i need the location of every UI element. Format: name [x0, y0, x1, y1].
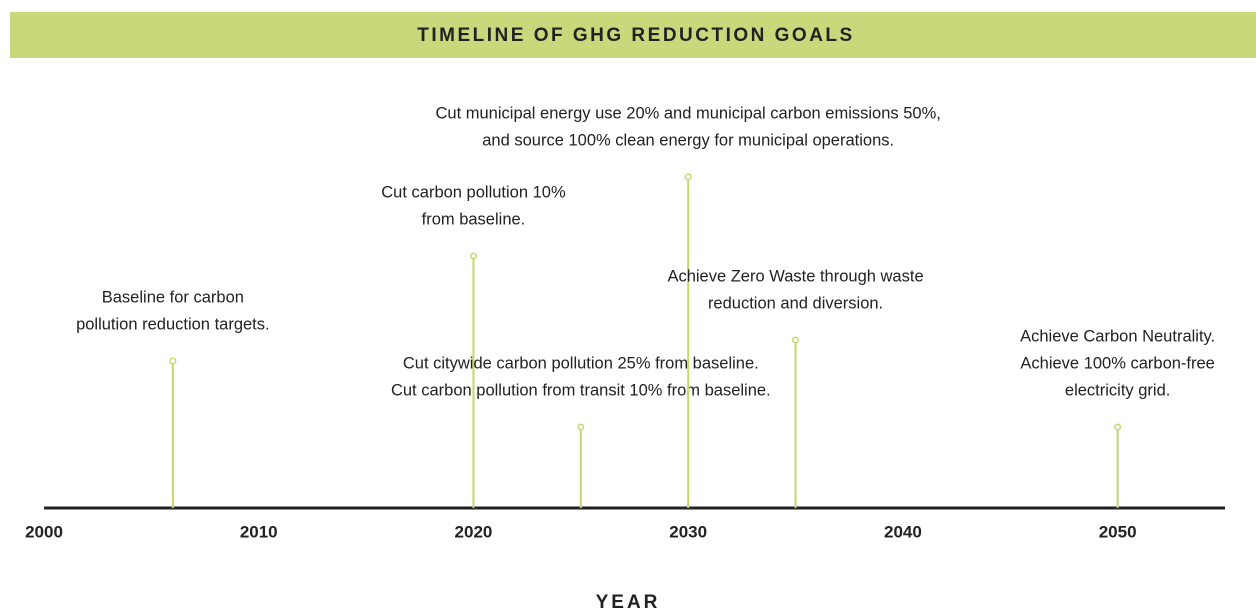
x-axis-label: YEAR [596, 592, 661, 612]
event-label: Cut citywide carbon pollution 25% from b… [403, 354, 759, 372]
stem-dot [1114, 423, 1122, 431]
event-label: Cut carbon pollution 10% [381, 183, 566, 201]
event-label: Achieve Zero Waste through waste [667, 267, 923, 285]
event-label: Cut carbon pollution from transit 10% fr… [391, 381, 771, 399]
event-label: electricity grid. [1065, 381, 1170, 399]
event-label: pollution reduction targets. [76, 315, 270, 333]
stem-dot [791, 336, 800, 344]
stem-dot [469, 252, 478, 260]
chart-title: TIMELINE OF GHG REDUCTION GOALS [417, 25, 854, 46]
x-tick-label: 2050 [1099, 522, 1137, 541]
event-label: Achieve 100% carbon-free [1020, 354, 1214, 372]
x-tick-label: 2030 [669, 522, 707, 541]
event-label: and source 100% clean energy for municip… [482, 131, 894, 149]
x-tick-label: 2010 [240, 522, 278, 541]
x-tick-label: 2000 [25, 522, 63, 541]
stem-dot [684, 173, 692, 181]
title-band [10, 12, 1256, 58]
event-label: from baseline. [422, 210, 526, 228]
x-tick-label: 2020 [455, 522, 493, 541]
event-label: reduction and diversion. [708, 294, 883, 312]
stem-dot [169, 357, 177, 365]
event-label: Baseline for carbon [102, 288, 244, 306]
event-label: Achieve Carbon Neutrality. [1020, 327, 1215, 345]
x-tick-label: 2040 [884, 522, 922, 541]
event-label: Cut municipal energy use 20% and municip… [436, 104, 941, 122]
stem-dot [577, 423, 585, 431]
